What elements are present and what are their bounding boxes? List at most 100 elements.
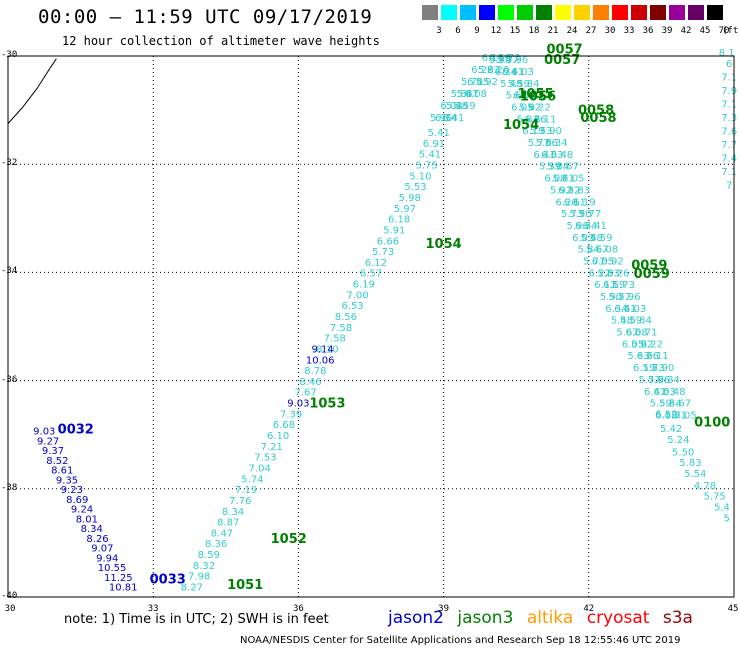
wave-height-value: 6.11 — [564, 197, 586, 208]
wave-height-value: 6.26 — [607, 268, 629, 279]
wave-height-value: 6.08 — [465, 89, 487, 100]
lat-tick-label: -36 — [1, 374, 18, 385]
jason3-time-label: 0057 — [544, 53, 580, 68]
wave-height-value: 5.75 — [416, 161, 438, 172]
wave-height-value: 7.6 — [721, 126, 737, 137]
wave-height-value: 10.06 — [306, 355, 335, 366]
jason2-time-label: 0033 — [150, 572, 186, 587]
wave-height-value: 5.84 — [517, 79, 539, 90]
jason3-time-label: 0059 — [634, 267, 670, 282]
wave-height-value: 6.12 — [365, 258, 387, 269]
wave-height-value: 6.41 — [533, 150, 555, 161]
wave-height-value: 8.59 — [198, 550, 220, 561]
wave-height-value: 6.34 — [495, 67, 517, 78]
legend-label: 42 — [680, 26, 692, 36]
legend-label: 9 — [474, 26, 480, 36]
wave-height-value: 7.53 — [254, 453, 276, 464]
legend-label: 3 — [436, 26, 442, 36]
wave-height-value: 6.41 — [442, 113, 464, 124]
wave-height-value: 8.52 — [46, 456, 68, 467]
wave-height-value: 9.35 — [56, 475, 78, 486]
wave-height-value: 5.48 — [551, 150, 573, 161]
wave-height-value: 7.04 — [249, 463, 271, 474]
wave-height-value: 5.73 — [372, 247, 394, 258]
wave-height-value: 6.03 — [572, 233, 594, 244]
legend-label: 6 — [455, 26, 461, 36]
wave-height-value: 5.77 — [609, 292, 631, 303]
wave-height-value: 5.83 — [568, 185, 590, 196]
credit-line: NOAA/NESDIS Center for Satellite Applica… — [240, 635, 681, 646]
legend-swatch — [593, 5, 609, 20]
wave-height-value: 7.39 — [280, 409, 302, 420]
wave-height-value: 7.21 — [261, 442, 283, 453]
footer-note: note: 1) Time is in UTC; 2) SWH is in fe… — [64, 612, 329, 627]
wave-height-value: 5.90 — [540, 126, 562, 137]
wave-height-value: 8.47 — [211, 528, 233, 539]
legend-label: 21 — [547, 26, 559, 36]
wave-height-value: 7.1 — [721, 72, 737, 83]
sat-cryosat-label: cryosat — [586, 608, 650, 628]
wave-height-value: 5 — [724, 513, 730, 524]
wave-height-value: 5.77 — [579, 209, 601, 220]
wave-height-value: 5.41 — [419, 150, 441, 161]
map-frame — [7, 55, 735, 598]
wave-height-value: 7.9 — [721, 86, 737, 97]
wave-height-value: 9.23 — [61, 485, 83, 496]
wave-height-value: 5.90 — [569, 209, 591, 220]
wave-height-value: 6 — [726, 59, 732, 70]
jason2-time-label: 0032 — [58, 423, 94, 438]
wave-height-value: 5.83 — [517, 114, 539, 125]
wave-height-value: 8.10 — [316, 344, 338, 355]
lon-tick-label: 33 — [147, 604, 159, 614]
wave-height-value: 7.1 — [721, 99, 737, 110]
wave-height-value: 6.05 — [467, 77, 489, 88]
legend-label: 15 — [509, 26, 521, 36]
wave-height-value: 5.90 — [652, 363, 674, 374]
wave-height-value: 7.98 — [188, 572, 210, 583]
legend-label: 27 — [585, 26, 597, 36]
wave-height-value: 6.05 — [622, 339, 644, 350]
legend-unit: (ft) — [722, 26, 740, 36]
wave-height-value: 8.46 — [299, 377, 321, 388]
legend-label: 24 — [566, 26, 578, 36]
wave-height-value: 8.27 — [181, 583, 203, 594]
wave-height-value: 5.71 — [523, 91, 545, 102]
page-title: 00:00 – 11:59 UTC 09/17/2019 — [38, 6, 373, 28]
satellite-key: jason2 jason3 altika cryosat s3a — [388, 608, 701, 628]
wave-height-value: 5.71 — [461, 77, 483, 88]
wave-height-value: 6.03 — [541, 150, 563, 161]
lon-tick-label: 42 — [583, 604, 595, 614]
wave-height-value: 11.25 — [104, 573, 133, 584]
wave-height-value: 8.34 — [222, 507, 244, 518]
wave-height-value: 5.71 — [583, 256, 605, 267]
wave-height-value: 6.11 — [594, 280, 616, 291]
wave-height-value: 7.3 — [721, 113, 737, 124]
wave-height-value: 5.75 — [704, 492, 726, 503]
jason3-time-label: 0058 — [580, 111, 616, 126]
wave-height-value: 5.71 — [635, 328, 657, 339]
jason3-time-label: 1054 — [503, 118, 539, 133]
wave-height-value: 5.97 — [394, 204, 416, 215]
jason3-time-label: 1054 — [426, 237, 462, 252]
wave-height-value: 10.81 — [109, 583, 138, 594]
jason3-time-label: 0100 — [694, 416, 730, 431]
wave-height-value: 6.41 — [614, 304, 636, 315]
wave-height-value: 6.19 — [353, 280, 375, 291]
wave-height-value: 6.68 — [273, 420, 295, 431]
wave-height-value: 8.34 — [81, 524, 103, 535]
wave-height-value: 6.26 — [487, 65, 509, 76]
wave-height-value: 5.67 — [506, 91, 528, 102]
wave-height-value: 5.96 — [506, 55, 528, 66]
lon-tick-label: 30 — [4, 604, 16, 614]
coastline — [7, 58, 57, 124]
wave-height-value: 5.67 — [669, 399, 691, 410]
wave-height-value: 5.73 — [498, 53, 520, 64]
legend-label: 70 — [718, 26, 730, 36]
wave-height-value: 9.07 — [91, 544, 113, 555]
wave-height-value: 5.59 — [590, 233, 612, 244]
legend-swatch — [498, 5, 514, 20]
legend-swatch — [650, 5, 666, 20]
wave-height-value: 5.83 — [597, 268, 619, 279]
